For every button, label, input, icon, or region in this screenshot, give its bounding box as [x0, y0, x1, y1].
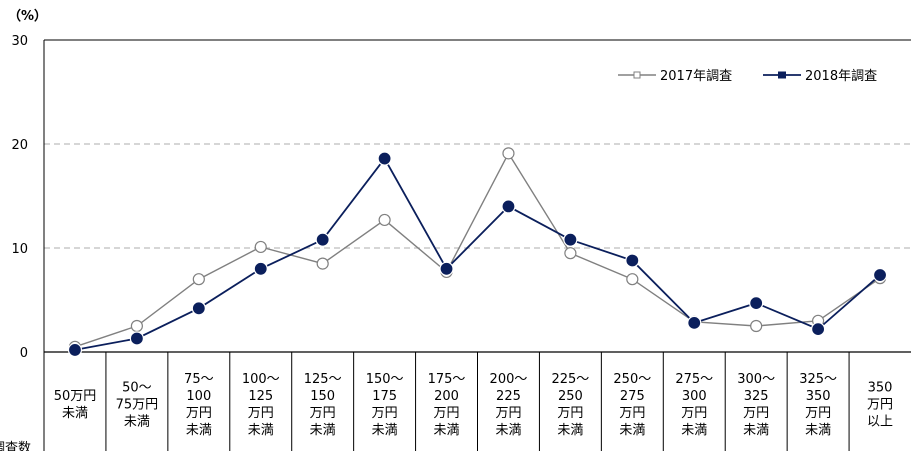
y-tick-label: 0 [20, 346, 28, 361]
data-point-2018 [687, 315, 702, 330]
series-line-2018 [74, 156, 881, 351]
legend-marker-filled [778, 71, 786, 79]
data-point-2017 [750, 319, 763, 333]
legend-label: 2018年調査 [805, 69, 877, 84]
data-point-2017 [130, 319, 143, 333]
x-tick-label: 350 万円以上 [867, 381, 893, 430]
gridlines [44, 143, 911, 249]
data-point-2017 [192, 273, 205, 286]
data-point-2017 [502, 147, 515, 160]
data-point-2018 [563, 232, 578, 247]
y-axis-unit-label: （%） [8, 8, 47, 24]
x-tick-label: 325～ 350 万円未満 [799, 372, 837, 438]
category-table: 50万円未満 50～ 75万円未満 75～ 100 万円未満 100～ 125 万円未満 125～… [43, 352, 893, 451]
data-point-2018 [749, 296, 764, 311]
x-tick-label: 250～ 275 万円未満 [613, 372, 651, 438]
data-point-2018 [625, 253, 640, 268]
series-line-2017 [74, 151, 881, 348]
x-tick-label: 75～ 100 万円未満 [184, 372, 214, 438]
data-point-2018 [501, 199, 516, 214]
x-tick-label: 100～ 125 万円未満 [242, 372, 280, 438]
data-point-2017 [316, 257, 329, 270]
data-point-2018 [129, 331, 144, 346]
legend-marker-open [633, 71, 641, 79]
x-tick-label: 300～ 325 万円未満 [737, 372, 775, 438]
x-tick-label: 200～ 225 万円未満 [490, 372, 528, 438]
data-point-2018 [811, 322, 826, 337]
data-point-2018 [439, 261, 454, 276]
data-point-2017 [378, 213, 391, 227]
x-tick-label: 50～ 75万円未満 [116, 381, 159, 430]
data-point-2017 [254, 240, 267, 254]
x-tick-label: 125～ 150 万円未満 [304, 372, 342, 438]
legend: 2017年調査 2018年調査 [618, 69, 877, 84]
series-lines [67, 147, 888, 358]
side-label: 調査数 [0, 441, 31, 451]
legend-label: 2017年調査 [660, 69, 732, 84]
y-tick-label: 20 [11, 138, 28, 153]
data-point-2018 [872, 267, 888, 283]
data-point-2017 [564, 247, 577, 260]
data-point-2018 [191, 301, 206, 316]
data-point-2018 [67, 342, 83, 358]
x-tick-label: 225～ 250 万円未満 [551, 372, 589, 438]
x-tick-label: 50万円未満 [54, 389, 97, 421]
y-tick-label: 30 [11, 34, 28, 49]
x-tick-label: 150～ 175 万円未満 [366, 372, 404, 438]
data-point-2018 [315, 232, 330, 247]
x-tick-label: 275～ 300 万円未満 [675, 372, 713, 438]
y-tick-label: 10 [11, 242, 28, 257]
x-tick-label: 175～ 200 万円未満 [428, 372, 466, 438]
data-point-2018 [253, 261, 268, 276]
data-point-2018 [377, 151, 392, 166]
data-point-2017 [626, 273, 639, 286]
